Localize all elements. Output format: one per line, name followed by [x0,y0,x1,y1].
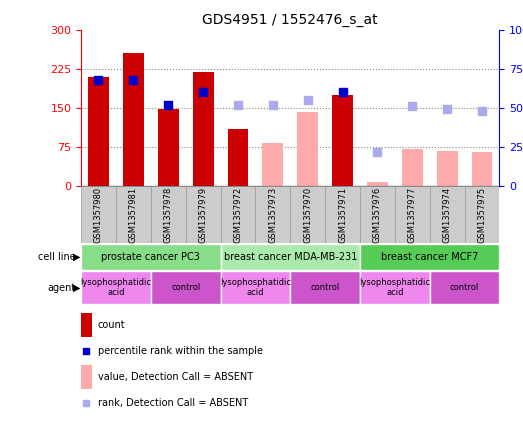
FancyBboxPatch shape [360,244,499,270]
Bar [263,143,283,186]
Text: GSM1357972: GSM1357972 [233,187,243,243]
Text: agent: agent [48,283,76,293]
Point [443,106,451,113]
Bar [123,53,144,186]
Text: lysophosphatidic
acid: lysophosphatidic acid [81,278,152,297]
FancyBboxPatch shape [116,186,151,243]
Text: count: count [98,320,126,330]
FancyBboxPatch shape [430,186,464,243]
FancyBboxPatch shape [430,272,499,304]
Point [478,107,486,114]
Text: rank, Detection Call = ABSENT: rank, Detection Call = ABSENT [98,398,248,408]
FancyBboxPatch shape [290,272,360,304]
FancyBboxPatch shape [360,272,430,304]
Point [199,89,207,96]
Text: GSM1357978: GSM1357978 [164,187,173,243]
Text: percentile rank within the sample: percentile rank within the sample [98,346,263,356]
Text: GSM1357980: GSM1357980 [94,187,103,243]
Title: GDS4951 / 1552476_s_at: GDS4951 / 1552476_s_at [202,13,378,27]
Point [234,102,242,108]
Text: GSM1357973: GSM1357973 [268,187,277,243]
Text: GSM1357974: GSM1357974 [442,187,452,243]
Text: lysophosphatidic
acid: lysophosphatidic acid [220,278,291,297]
Text: cell line: cell line [38,252,76,262]
Text: GSM1357970: GSM1357970 [303,187,312,243]
Text: lysophosphatidic
acid: lysophosphatidic acid [359,278,430,297]
FancyBboxPatch shape [81,186,116,243]
Bar [228,129,248,186]
FancyBboxPatch shape [325,186,360,243]
Point [303,96,312,103]
FancyBboxPatch shape [395,186,430,243]
FancyBboxPatch shape [464,186,499,243]
Bar [192,72,213,186]
Bar [402,148,423,186]
Text: breast cancer MDA-MB-231: breast cancer MDA-MB-231 [223,252,357,262]
Point [408,103,416,110]
Text: GSM1357979: GSM1357979 [199,187,208,243]
Bar [332,95,353,186]
Text: ▶: ▶ [73,283,80,293]
FancyBboxPatch shape [81,272,151,304]
Text: GSM1357977: GSM1357977 [408,187,417,243]
Bar [437,151,458,186]
FancyBboxPatch shape [290,186,325,243]
Text: breast cancer MCF7: breast cancer MCF7 [381,252,479,262]
Text: control: control [311,283,340,292]
Point [338,89,347,96]
Bar [297,112,318,186]
FancyBboxPatch shape [221,244,360,270]
FancyBboxPatch shape [151,186,186,243]
FancyBboxPatch shape [151,272,221,304]
Text: control: control [171,283,200,292]
FancyBboxPatch shape [360,186,395,243]
Text: value, Detection Call = ABSENT: value, Detection Call = ABSENT [98,372,253,382]
Bar [88,77,109,186]
Text: prostate cancer PC3: prostate cancer PC3 [101,252,200,262]
FancyBboxPatch shape [255,186,290,243]
FancyBboxPatch shape [81,244,221,270]
FancyBboxPatch shape [186,186,221,243]
Point [82,347,90,354]
Bar [158,109,179,186]
Bar [472,152,493,186]
Text: control: control [450,283,479,292]
Point [82,400,90,407]
Point [373,148,382,155]
FancyBboxPatch shape [221,272,290,304]
Point [269,102,277,108]
Point [164,102,173,108]
Text: GSM1357981: GSM1357981 [129,187,138,243]
Point [129,76,138,83]
Bar [367,182,388,186]
Text: GSM1357971: GSM1357971 [338,187,347,243]
Bar [81,365,92,389]
Point [94,76,103,83]
Text: ▶: ▶ [73,252,80,262]
Text: GSM1357975: GSM1357975 [477,187,486,243]
FancyBboxPatch shape [221,186,255,243]
Bar [81,313,92,338]
Text: GSM1357976: GSM1357976 [373,187,382,243]
